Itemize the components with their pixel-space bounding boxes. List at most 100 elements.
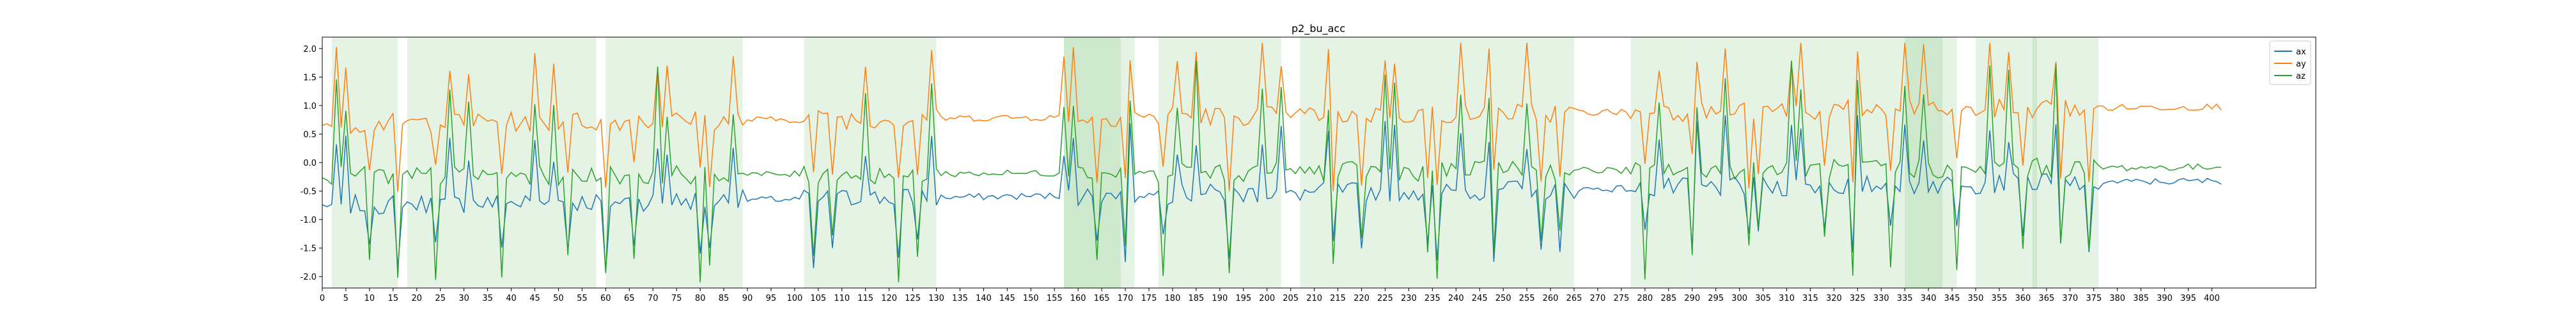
x-tick-label-120: 120	[881, 294, 897, 303]
x-tick-label-210: 210	[1306, 294, 1322, 303]
x-tick-label-50: 50	[553, 294, 564, 303]
x-tick-label-260: 260	[1543, 294, 1559, 303]
activity-band-2	[469, 37, 531, 288]
x-tick-label-350: 350	[1968, 294, 1984, 303]
x-tick-label-310: 310	[1779, 294, 1795, 303]
x-tick-label-135: 135	[952, 294, 968, 303]
x-tick-label-15: 15	[388, 294, 399, 303]
x-tick-label-390: 390	[2157, 294, 2173, 303]
x-tick-label-400: 400	[2204, 294, 2220, 303]
y-tick-label-0.0: 0.0	[303, 159, 316, 168]
x-tick-label-365: 365	[2038, 294, 2054, 303]
x-tick-label-245: 245	[1472, 294, 1488, 303]
x-tick-label-240: 240	[1448, 294, 1464, 303]
x-tick-label-150: 150	[1023, 294, 1039, 303]
x-tick-label-155: 155	[1047, 294, 1063, 303]
x-tick-label-100: 100	[786, 294, 802, 303]
x-tick-label-380: 380	[2109, 294, 2125, 303]
series-line-ax	[322, 115, 2222, 272]
activity-band-12	[1191, 37, 1281, 288]
activity-band-1	[407, 37, 469, 288]
x-tick-label-200: 200	[1259, 294, 1275, 303]
x-tick-label-170: 170	[1118, 294, 1134, 303]
y-tick-label--0.5: -0.5	[301, 188, 316, 197]
x-tick-label-140: 140	[976, 294, 992, 303]
x-tick-label-290: 290	[1684, 294, 1700, 303]
activity-band-16	[1503, 37, 1574, 288]
x-tick-label-370: 370	[2062, 294, 2078, 303]
x-tick-label-185: 185	[1188, 294, 1204, 303]
x-tick-label-20: 20	[411, 294, 422, 303]
y-tick-label--1.5: -1.5	[301, 244, 316, 254]
y-axis: -2.0 -1.5 -1.0 -0.5 0.0 0.5 1.0 1.5 2.0	[301, 45, 322, 282]
activity-band-3	[530, 37, 597, 288]
x-tick-label-45: 45	[529, 294, 540, 303]
x-tick-label-270: 270	[1590, 294, 1606, 303]
x-tick-label-95: 95	[766, 294, 777, 303]
activity-band-13	[1300, 37, 1371, 288]
activity-band-4	[605, 37, 682, 288]
x-tick-label-125: 125	[905, 294, 921, 303]
x-tick-label-75: 75	[671, 294, 682, 303]
x-tick-label-335: 335	[1897, 294, 1913, 303]
x-tick-label-145: 145	[999, 294, 1015, 303]
x-tick-label-340: 340	[1921, 294, 1937, 303]
x-axis: 0 5 10 15 20 25 30 35 40 45 50 55 60 65 70 75 80 85 90 95 10…	[320, 288, 2220, 303]
x-tick-label-110: 110	[834, 294, 850, 303]
x-tick-label-115: 115	[857, 294, 873, 303]
x-tick-label-235: 235	[1425, 294, 1440, 303]
x-tick-label-300: 300	[1731, 294, 1747, 303]
x-tick-label-40: 40	[506, 294, 517, 303]
legend: ax ay az	[2269, 40, 2311, 85]
x-tick-label-225: 225	[1377, 294, 1393, 303]
x-tick-label-375: 375	[2086, 294, 2102, 303]
legend-label-ax: ax	[2296, 47, 2306, 57]
x-tick-label-360: 360	[2015, 294, 2031, 303]
series-line-az	[322, 60, 2222, 283]
series-line-ay	[322, 42, 2222, 192]
legend-label-ay: ay	[2296, 60, 2306, 69]
activity-band-0	[331, 37, 398, 288]
x-tick-label-205: 205	[1283, 294, 1299, 303]
x-tick-label-280: 280	[1637, 294, 1653, 303]
x-tick-label-70: 70	[648, 294, 659, 303]
x-tick-label-355: 355	[1992, 294, 2008, 303]
x-tick-label-195: 195	[1235, 294, 1251, 303]
x-tick-label-60: 60	[600, 294, 611, 303]
x-tick-label-190: 190	[1212, 294, 1228, 303]
x-tick-label-345: 345	[1944, 294, 1960, 303]
x-tick-label-285: 285	[1660, 294, 1676, 303]
x-tick-label-325: 325	[1850, 294, 1866, 303]
y-tick-label--1.0: -1.0	[301, 216, 316, 225]
x-tick-label-165: 165	[1094, 294, 1110, 303]
y-tick-label--2.0: -2.0	[301, 273, 316, 282]
x-tick-label-55: 55	[577, 294, 588, 303]
x-tick-label-230: 230	[1401, 294, 1417, 303]
x-tick-label-105: 105	[810, 294, 826, 303]
x-tick-label-5: 5	[343, 294, 348, 303]
x-tick-label-320: 320	[1826, 294, 1842, 303]
chart-title: p2_bu_acc	[1292, 22, 1345, 35]
y-tick-label-2.0: 2.0	[303, 45, 316, 54]
x-tick-label-65: 65	[624, 294, 635, 303]
x-tick-label-250: 250	[1495, 294, 1511, 303]
x-tick-label-0: 0	[320, 294, 325, 303]
x-tick-label-80: 80	[695, 294, 706, 303]
legend-label-az: az	[2296, 72, 2306, 81]
activity-band-10	[1092, 37, 1121, 288]
activity-band-7	[865, 37, 937, 288]
x-tick-label-395: 395	[2180, 294, 2196, 303]
x-tick-label-85: 85	[719, 294, 730, 303]
series-lines	[322, 42, 2222, 283]
x-tick-label-175: 175	[1141, 294, 1157, 303]
x-tick-label-295: 295	[1708, 294, 1724, 303]
x-tick-label-275: 275	[1613, 294, 1629, 303]
x-tick-label-35: 35	[482, 294, 493, 303]
activity-band-21	[1885, 37, 1943, 288]
x-tick-label-215: 215	[1330, 294, 1346, 303]
x-tick-label-330: 330	[1873, 294, 1889, 303]
x-tick-label-90: 90	[742, 294, 753, 303]
activity-band-14	[1371, 37, 1442, 288]
x-tick-label-305: 305	[1755, 294, 1771, 303]
